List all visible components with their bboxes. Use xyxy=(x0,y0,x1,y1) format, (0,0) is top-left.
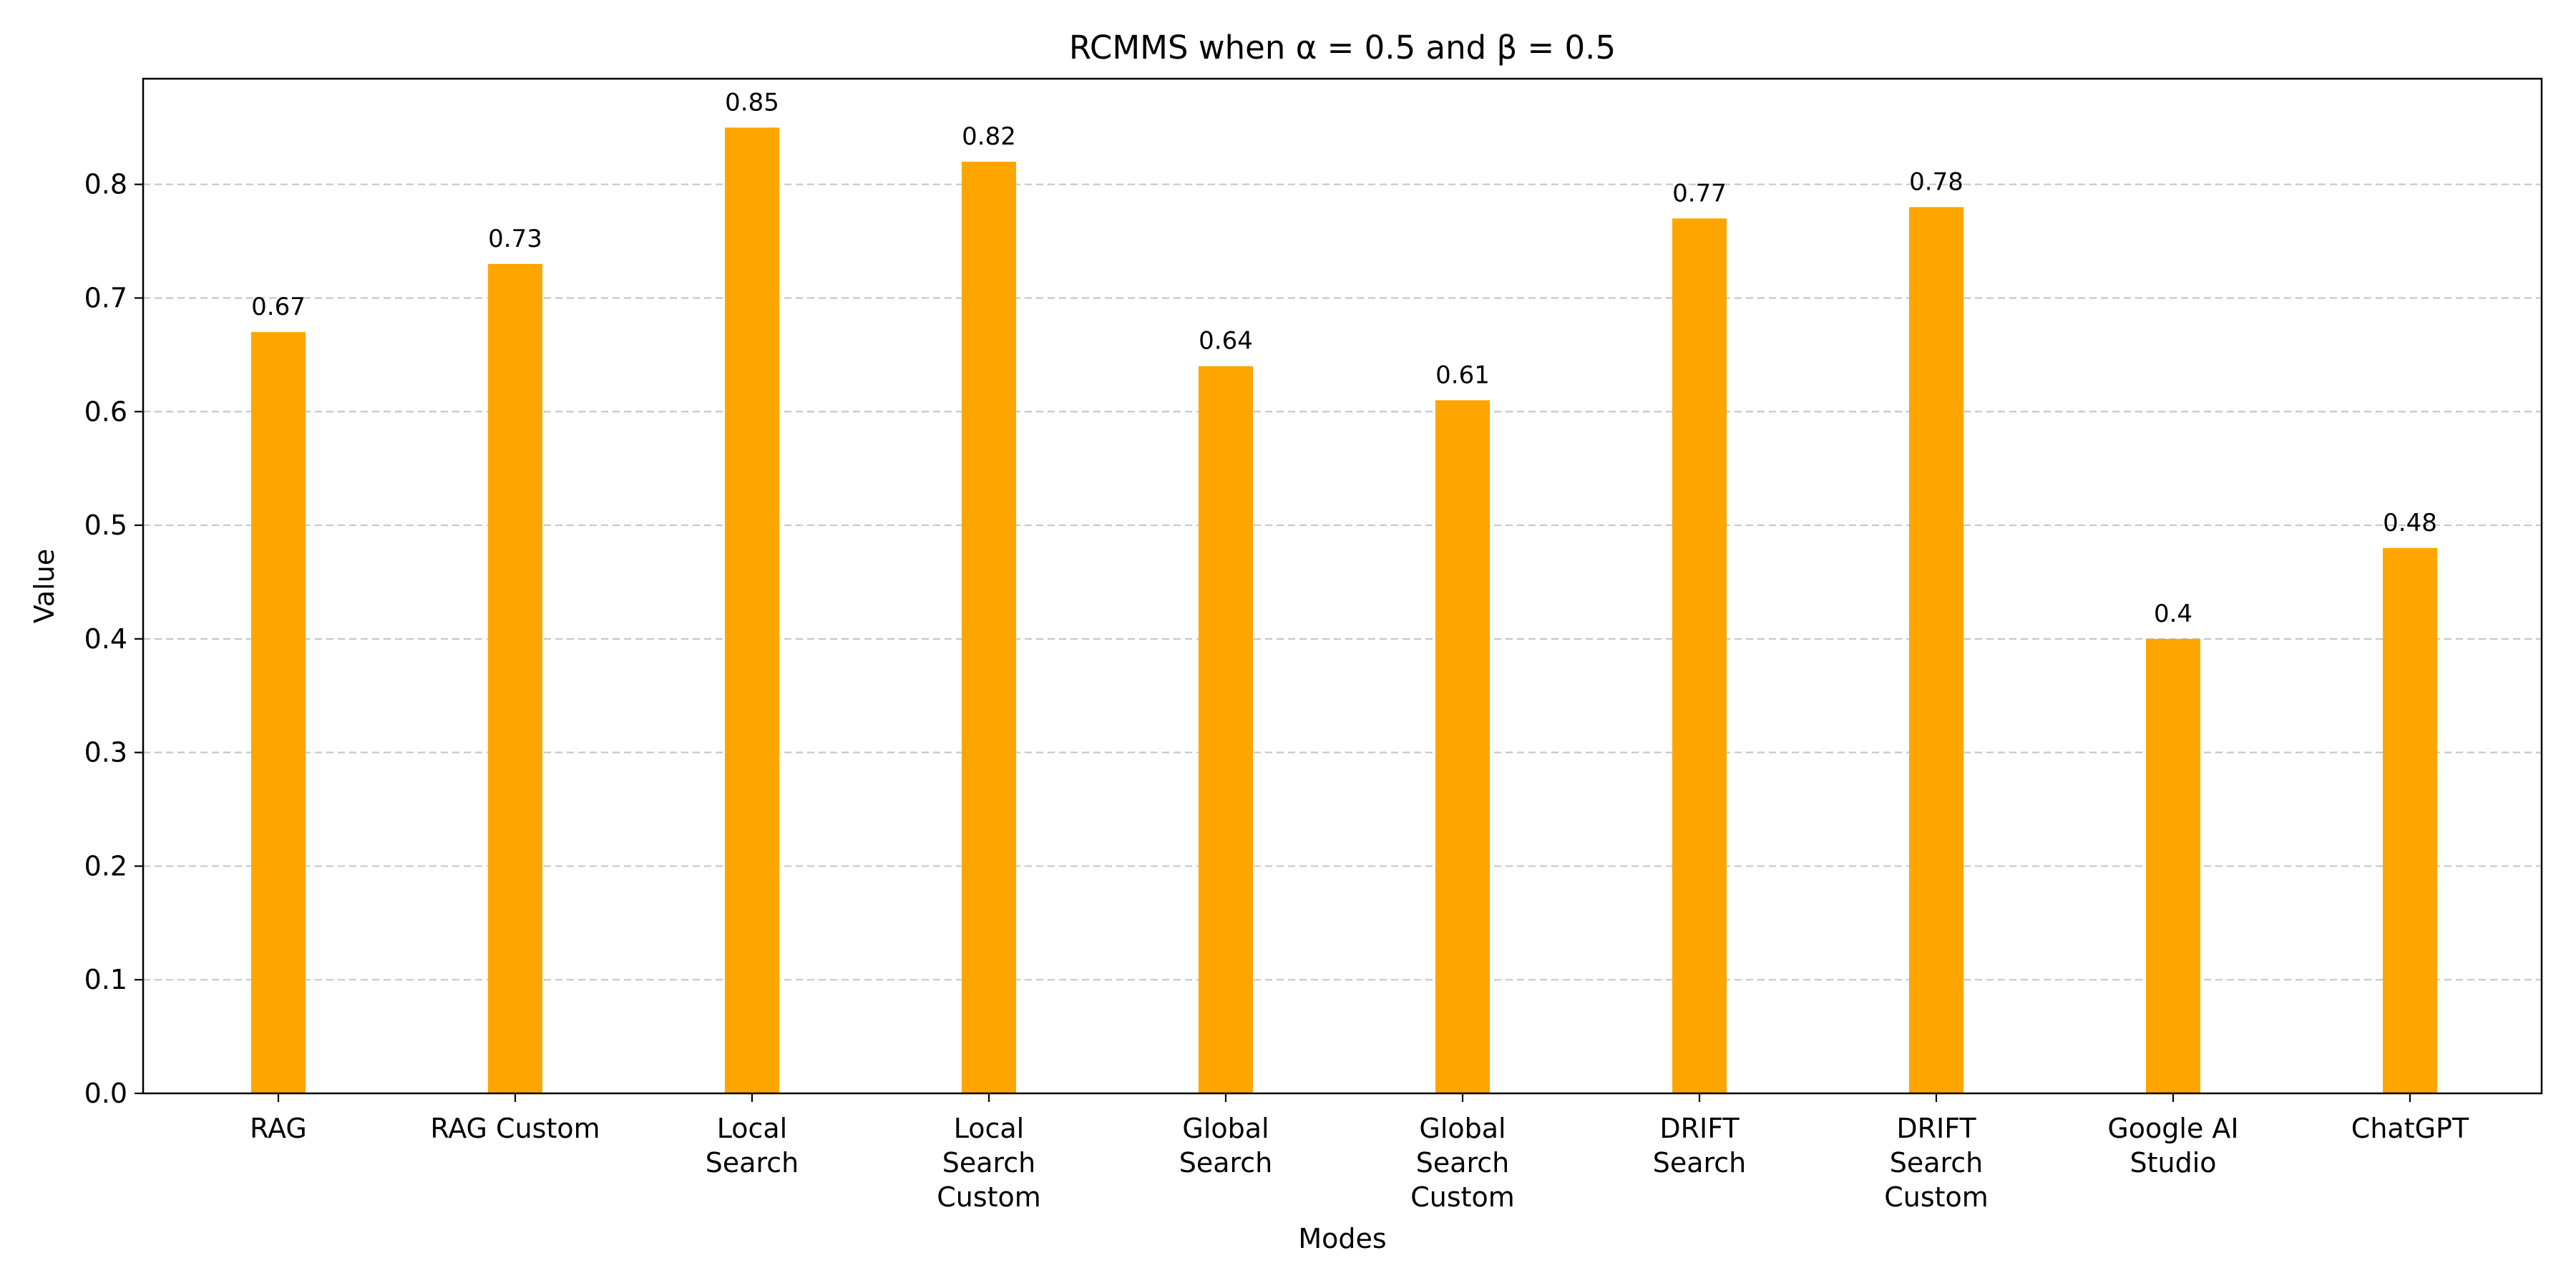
bar-value-label: 0.61 xyxy=(1435,361,1490,389)
bar-value-label: 0.77 xyxy=(1672,179,1727,208)
bar-value-label: 0.48 xyxy=(2383,509,2437,537)
bar-value-label: 0.67 xyxy=(251,293,306,321)
x-tick-label-line: RAG xyxy=(250,1113,307,1144)
x-tick-label-line: Custom xyxy=(937,1181,1041,1213)
x-tick-label-line: DRIFT xyxy=(1659,1113,1740,1144)
y-tick-label: 0.5 xyxy=(84,509,127,541)
x-tick-label-line: Search xyxy=(942,1147,1036,1179)
bar-value-label: 0.64 xyxy=(1199,327,1253,356)
x-tick-label-line: Google AI xyxy=(2107,1113,2238,1144)
bar xyxy=(1435,400,1490,1093)
x-tick-label: Google AI Studio xyxy=(2107,1113,2238,1179)
bar xyxy=(488,263,542,1094)
bar-value-label: 0.85 xyxy=(725,88,779,117)
y-tick-label: 0.8 xyxy=(84,169,127,200)
x-tick-label-line: Custom xyxy=(1410,1181,1515,1213)
x-tick-label-line: Studio xyxy=(2129,1147,2216,1179)
data-label-layer: 0.67 0.73 0.85 0.82 0.64 0.61 0.77 0.78 0.4 0.48 xyxy=(251,88,2437,628)
x-tick-label-line: RAG Custom xyxy=(430,1113,600,1144)
bar-value-label: 0.78 xyxy=(1909,167,1963,196)
bar-layer xyxy=(251,127,2437,1094)
y-tick-label: 0.3 xyxy=(84,737,127,769)
x-tick-label: RAG xyxy=(250,1113,307,1144)
bar xyxy=(1199,366,1253,1093)
bar-value-label: 0.4 xyxy=(2154,600,2192,628)
y-tick-label: 0.7 xyxy=(84,282,127,313)
x-tick-label-line: Search xyxy=(706,1147,799,1179)
bar-value-label: 0.73 xyxy=(488,225,542,253)
x-tick-label: Global Search xyxy=(1179,1113,1273,1179)
y-tick-label: 0.6 xyxy=(84,396,127,427)
y-tick-label: 0.2 xyxy=(84,850,127,882)
bar-value-label: 0.82 xyxy=(962,122,1016,151)
y-axis-label: Value xyxy=(29,549,60,623)
x-tick-label-line: Custom xyxy=(1884,1181,1989,1213)
x-tick-label-line: Search xyxy=(1653,1147,1747,1179)
x-tick-label-line: Search xyxy=(1416,1147,1510,1179)
x-tick-label: DRIFT Search Custom xyxy=(1884,1113,1989,1213)
x-tick-label-line: Search xyxy=(1890,1147,1984,1179)
x-tick-label-line: DRIFT xyxy=(1896,1113,1976,1144)
bar xyxy=(2146,638,2200,1093)
y-tick-label: 0.1 xyxy=(84,964,127,995)
x-axis-label: Modes xyxy=(1298,1223,1386,1254)
x-tick-label-line: Global xyxy=(1182,1113,1269,1144)
x-tick-label-line: Local xyxy=(717,1113,788,1144)
x-tick-label-line: ChatGPT xyxy=(2351,1113,2469,1144)
bar xyxy=(251,332,306,1093)
y-axis: 0.0 0.1 0.2 0.3 0.4 0.5 0.6 0.7 0.8 xyxy=(84,169,143,1109)
y-tick-label: 0.4 xyxy=(84,623,127,655)
bar xyxy=(1672,218,1727,1093)
x-tick-label-line: Global xyxy=(1419,1113,1506,1144)
x-tick-label: Local Search Custom xyxy=(937,1113,1041,1213)
x-tick-label: ChatGPT xyxy=(2351,1113,2469,1144)
x-tick-label: Local Search xyxy=(706,1113,799,1179)
x-tick-label: Global Search Custom xyxy=(1410,1113,1515,1213)
x-tick-label-line: Local xyxy=(954,1113,1025,1144)
bar xyxy=(962,161,1016,1094)
plot-frame xyxy=(142,77,2543,1095)
bar xyxy=(725,127,779,1094)
bar xyxy=(1909,207,1963,1094)
bar xyxy=(2383,547,2437,1093)
y-tick-label: 0.0 xyxy=(84,1078,127,1109)
grid-layer xyxy=(143,183,2542,981)
x-tick-label: RAG Custom xyxy=(430,1113,600,1144)
chart-title: RCMMS when α = 0.5 and β = 0.5 xyxy=(1069,29,1616,67)
x-tick-label-line: Search xyxy=(1179,1147,1273,1179)
x-tick-label: DRIFT Search xyxy=(1653,1113,1747,1179)
